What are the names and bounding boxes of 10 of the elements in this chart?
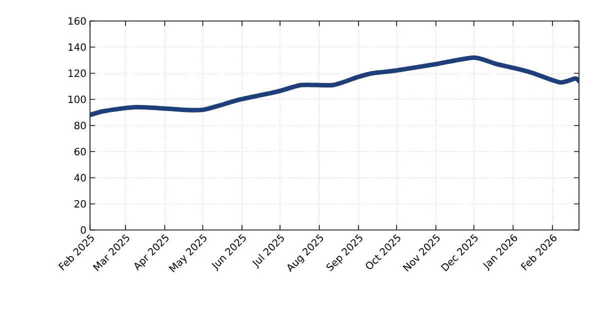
line-series <box>90 55 580 118</box>
y-tick-label: 160 <box>68 17 86 25</box>
y-tick-label: 20 <box>74 200 86 208</box>
y-tick-label: 0 <box>80 226 86 234</box>
y-tick-label: 100 <box>68 96 86 104</box>
y-tick-label: 120 <box>68 69 86 78</box>
y-tick-label: 40 <box>74 174 86 182</box>
y-tick-label: 80 <box>74 122 86 130</box>
y-tick-label: 140 <box>68 43 86 51</box>
y-tick-label: 60 <box>74 148 86 156</box>
